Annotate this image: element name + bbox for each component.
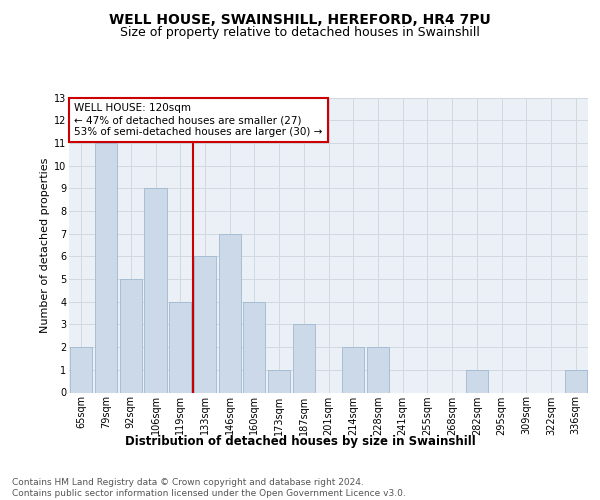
Bar	[565, 370, 587, 392]
Text: Contains HM Land Registry data © Crown copyright and database right 2024.
Contai: Contains HM Land Registry data © Crown c…	[12, 478, 406, 498]
Text: Size of property relative to detached houses in Swainshill: Size of property relative to detached ho…	[120, 26, 480, 39]
Bar	[119, 279, 142, 392]
Y-axis label: Number of detached properties: Number of detached properties	[40, 158, 50, 332]
Text: Distribution of detached houses by size in Swainshill: Distribution of detached houses by size …	[125, 435, 475, 448]
Bar	[342, 347, 364, 393]
Bar	[95, 143, 117, 392]
Bar	[194, 256, 216, 392]
Bar	[145, 188, 167, 392]
Bar	[169, 302, 191, 392]
Bar	[293, 324, 315, 392]
Bar	[268, 370, 290, 392]
Text: WELL HOUSE: 120sqm
← 47% of detached houses are smaller (27)
53% of semi-detache: WELL HOUSE: 120sqm ← 47% of detached hou…	[74, 104, 323, 136]
Bar	[367, 347, 389, 393]
Bar	[218, 234, 241, 392]
Bar	[70, 347, 92, 393]
Bar	[243, 302, 265, 392]
Bar	[466, 370, 488, 392]
Text: WELL HOUSE, SWAINSHILL, HEREFORD, HR4 7PU: WELL HOUSE, SWAINSHILL, HEREFORD, HR4 7P…	[109, 12, 491, 26]
